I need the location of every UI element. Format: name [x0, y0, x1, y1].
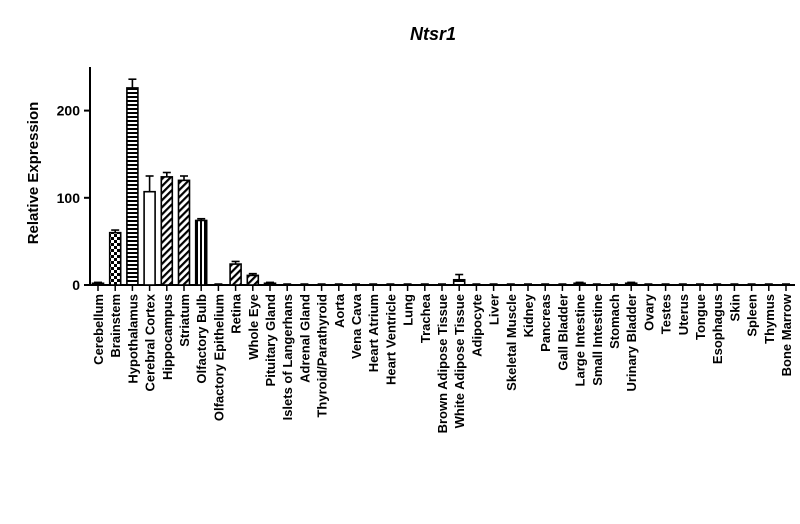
x-tick-label: Heart Atrium [366, 294, 381, 372]
x-tick-label: White Adipose Tissue [452, 294, 467, 428]
x-tick-label: Gall Bladder [555, 294, 570, 371]
y-tick-label: 0 [72, 277, 80, 293]
x-tick-label: Small Intestine [590, 294, 605, 386]
x-tick-label: Testes [659, 294, 674, 334]
bar [194, 219, 208, 286]
x-tick-label: Kidney [521, 293, 536, 337]
x-tick-label: Liver [487, 294, 502, 325]
bars [91, 78, 790, 286]
bar [126, 87, 139, 286]
bar [160, 176, 174, 286]
x-tick-label: Brainstem [108, 294, 123, 358]
x-tick-label: Pancreas [538, 294, 553, 352]
bar [573, 282, 586, 286]
bar [452, 278, 466, 286]
x-tick-label: Pituitary Gland [263, 294, 278, 387]
x-tick-label: Striatum [177, 294, 192, 347]
x-tick-label: Bone Marrow [779, 293, 794, 376]
x-tick-label: Tongue [693, 294, 708, 340]
x-tick-label: Uterus [676, 294, 691, 335]
x-tick-label: Thyroid/Parathyroid [315, 294, 330, 418]
x-tick-labels: Cerebellum Brainstem Hypothalamus Cerebral … [91, 285, 794, 433]
x-tick-label: Cerebellum [91, 294, 106, 365]
x-tick-label: Urinary Bladder [624, 294, 639, 392]
x-tick-label: Esophagus [710, 294, 725, 364]
x-tick-label: Skeletal Muscle [504, 294, 519, 391]
bar [624, 282, 638, 286]
x-tick-label: Aorta [332, 293, 347, 328]
bar [143, 190, 156, 286]
bar [263, 282, 277, 286]
x-tick-label: Brown Adipose Tissue [435, 294, 450, 433]
x-tick-label: Olfactory Bulb [194, 294, 209, 384]
x-tick-label: Spleen [745, 294, 760, 337]
x-tick-label: Hippocampus [160, 294, 175, 380]
x-tick-label: Vena Cava [349, 293, 364, 359]
y-ticks: 0 100 200 [57, 103, 90, 293]
x-tick-label: Retina [229, 293, 244, 334]
x-tick-label: Lung [401, 294, 416, 326]
bar [246, 274, 260, 286]
bar [108, 231, 122, 286]
bar [229, 263, 242, 286]
chart-title: Ntsr1 [410, 24, 456, 44]
x-tick-label: Skin [727, 294, 742, 322]
y-tick-label: 200 [57, 103, 81, 119]
y-axis-label: Relative Expression [25, 102, 42, 245]
x-tick-label: Adrenal Gland [297, 294, 312, 383]
x-tick-label: Large Intestine [573, 294, 588, 386]
x-tick-label: Adipocyte [469, 294, 484, 357]
x-tick-label: Whole Eye [246, 294, 261, 360]
y-tick-label: 100 [57, 190, 81, 206]
bar [91, 282, 105, 286]
x-tick-label: Hypothalamus [125, 294, 140, 384]
bar [177, 179, 191, 286]
x-tick-label: Trachea [418, 293, 433, 343]
x-tick-label: Olfactory Epithelium [211, 294, 226, 421]
x-tick-label: Cerebral Cortex [143, 293, 158, 391]
x-tick-label: Stomach [607, 294, 622, 349]
x-tick-label: Thymus [762, 294, 777, 344]
x-tick-label: Ovary [641, 293, 656, 331]
x-tick-label: Islets of Langerhans [280, 294, 295, 420]
x-tick-label: Heart Ventricle [383, 294, 398, 385]
